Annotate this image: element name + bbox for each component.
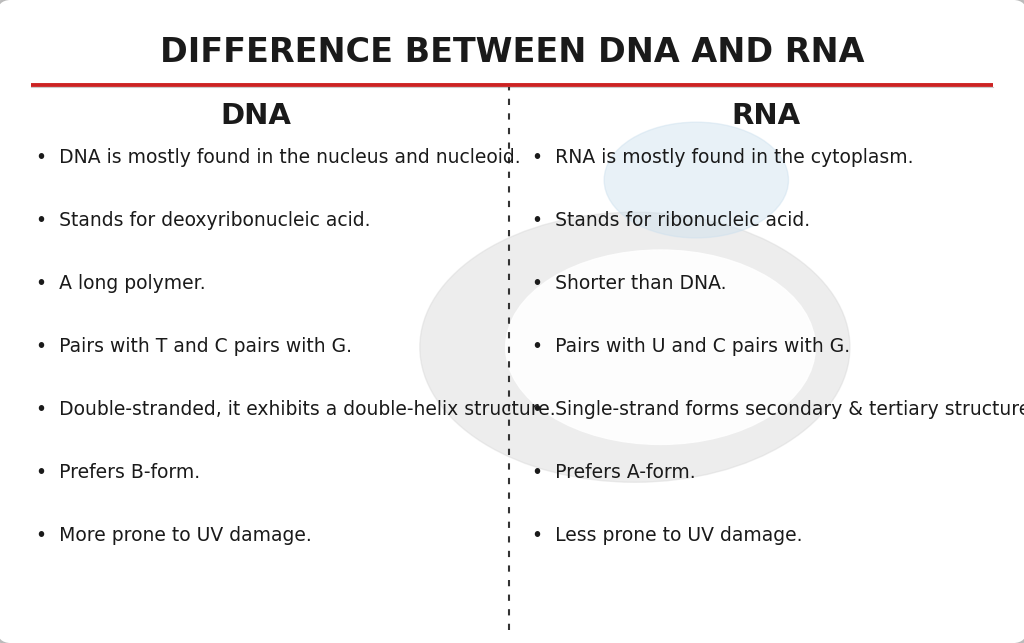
- Text: •  More prone to UV damage.: • More prone to UV damage.: [36, 526, 311, 545]
- Text: •  Single-strand forms secondary & tertiary structures.: • Single-strand forms secondary & tertia…: [532, 400, 1024, 419]
- Text: •  Double-stranded, it exhibits a double-helix structure.: • Double-stranded, it exhibits a double-…: [36, 400, 555, 419]
- Circle shape: [604, 122, 788, 238]
- Text: DNA: DNA: [220, 102, 292, 130]
- Text: •  Prefers B-form.: • Prefers B-form.: [36, 463, 200, 482]
- Text: •  A long polymer.: • A long polymer.: [36, 274, 206, 293]
- Text: •  Pairs with T and C pairs with G.: • Pairs with T and C pairs with G.: [36, 337, 352, 356]
- Text: •  Stands for ribonucleic acid.: • Stands for ribonucleic acid.: [532, 211, 811, 230]
- Text: •  DNA is mostly found in the nucleus and nucleoid.: • DNA is mostly found in the nucleus and…: [36, 148, 520, 167]
- Circle shape: [420, 212, 850, 482]
- Text: •  RNA is mostly found in the cytoplasm.: • RNA is mostly found in the cytoplasm.: [532, 148, 914, 167]
- Text: RNA: RNA: [731, 102, 801, 130]
- Text: •  Stands for deoxyribonucleic acid.: • Stands for deoxyribonucleic acid.: [36, 211, 371, 230]
- Circle shape: [506, 250, 815, 444]
- Text: •  Less prone to UV damage.: • Less prone to UV damage.: [532, 526, 803, 545]
- Text: •  Shorter than DNA.: • Shorter than DNA.: [532, 274, 727, 293]
- Text: •  Prefers A-form.: • Prefers A-form.: [532, 463, 696, 482]
- Text: DIFFERENCE BETWEEN DNA AND RNA: DIFFERENCE BETWEEN DNA AND RNA: [160, 36, 864, 69]
- Text: •  Pairs with U and C pairs with G.: • Pairs with U and C pairs with G.: [532, 337, 851, 356]
